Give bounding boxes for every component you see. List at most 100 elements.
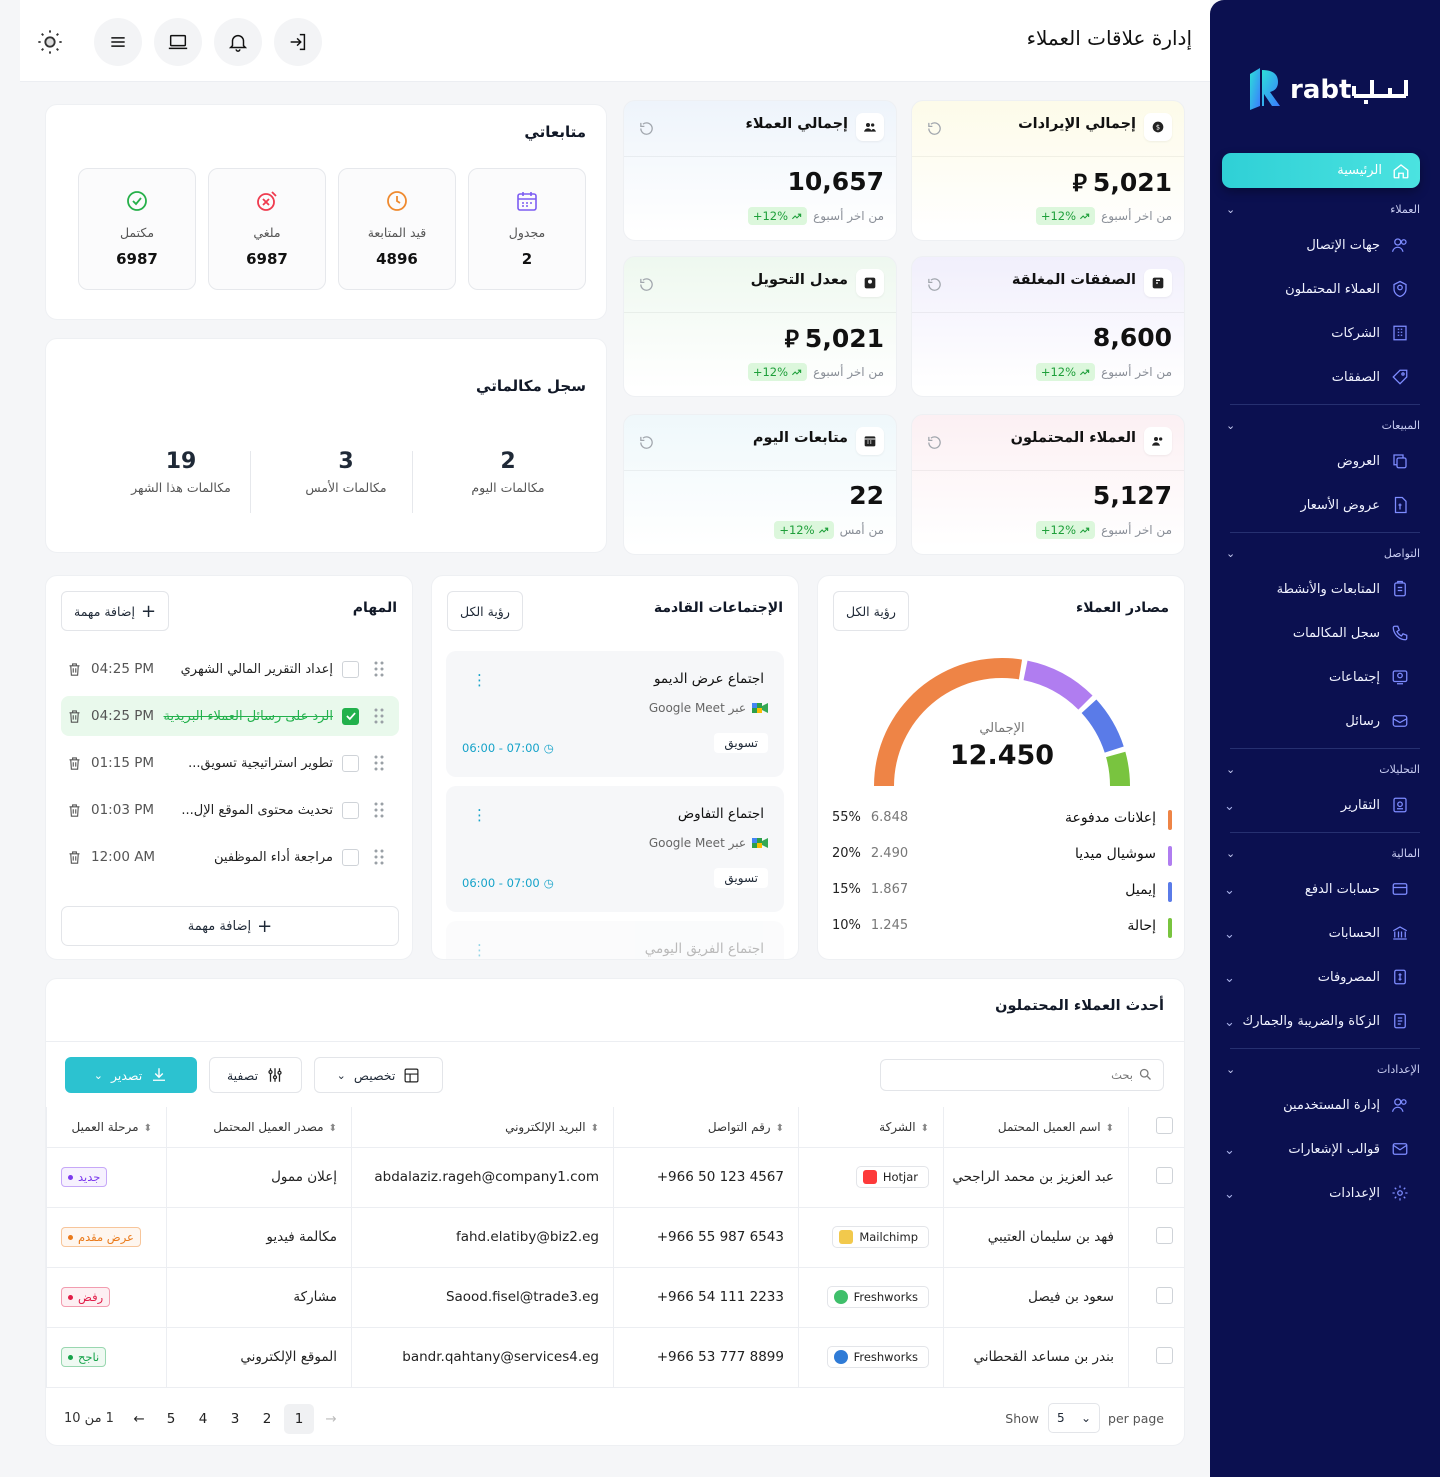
sidebar-section-analytics[interactable]: التحليلات ⌄ (1226, 762, 1420, 776)
drag-handle-icon[interactable] (373, 660, 385, 678)
task-item[interactable]: تحديث محتوى الموقع الإل... 01:03 PM (61, 790, 399, 830)
export-button[interactable]: تصدير ⌄ (65, 1057, 197, 1093)
more-vertical-icon[interactable]: ⋮ (472, 806, 487, 824)
row-checkbox[interactable] (1155, 1346, 1173, 1364)
task-item[interactable]: إعداد التقرير المالي الشهري 04:25 PM (61, 649, 399, 689)
screen-button[interactable] (154, 18, 202, 66)
table-row[interactable]: عبد العزيز بن محمد الراجحي Hotjar +966 50 … (46, 1147, 1184, 1208)
drag-handle-icon[interactable] (373, 754, 385, 772)
column-header[interactable]: ⬍الشركة (798, 1107, 944, 1148)
page-button-3[interactable]: 3 (230, 1411, 240, 1427)
page-button-5[interactable]: 5 (166, 1411, 176, 1427)
column-header[interactable]: ⬍مصدر العميل المحتمل (166, 1107, 352, 1148)
lead-email[interactable]: abdalaziz.rageh@company1.com (351, 1147, 614, 1208)
followup-stat-in-progress[interactable]: قيد المتابعة 4896 (338, 168, 456, 290)
sidebar-item-call-log[interactable]: سجل المكالمات (1230, 618, 1410, 648)
refresh-icon[interactable] (638, 276, 655, 293)
refresh-icon[interactable] (926, 276, 943, 293)
trash-icon[interactable] (67, 803, 82, 818)
sidebar-item-companies[interactable]: الشركات (1230, 318, 1410, 348)
table-row[interactable]: فهد بن سليمان العتيبي Mailchimp +966 55 98… (46, 1207, 1184, 1268)
sidebar-item-messages[interactable]: رسائل (1230, 706, 1410, 736)
meeting-item[interactable]: اجتماع الفريق اليومي ⋮ (446, 921, 784, 959)
sidebar-item-contacts[interactable]: جهات الإتصال (1230, 230, 1410, 260)
sidebar-item-deals[interactable]: الصفقات (1230, 362, 1410, 392)
table-row[interactable]: سعود بن فيصل Freshworks +966 54 111 2233 Sa… (46, 1267, 1184, 1328)
lead-email[interactable]: fahd.elatiby@biz2.eg (351, 1207, 614, 1268)
page-button-2[interactable]: 2 (262, 1411, 272, 1427)
page-button-1[interactable]: 1 (284, 1404, 314, 1434)
sidebar-section-sales[interactable]: المبيعات ⌄ (1226, 418, 1420, 432)
sidebar-item-notification-templates[interactable]: قوالب الإشعارات ⌄ (1220, 1134, 1410, 1164)
column-header[interactable]: ⬍البريد الإلكتروني (351, 1107, 614, 1148)
sidebar-item-expenses[interactable]: المصروفات ⌄ (1220, 962, 1410, 992)
notifications-button[interactable] (214, 18, 262, 66)
sidebar-item-settings[interactable]: الإعدادات ⌄ (1220, 1178, 1410, 1208)
column-header[interactable]: ⬍اسم العميل المحتمل (943, 1107, 1129, 1148)
customize-button[interactable]: تخصيص ⌄ (314, 1057, 443, 1093)
sidebar-item-payment-accounts[interactable]: حسابات الدفع ⌄ (1220, 874, 1410, 904)
theme-toggle[interactable] (36, 28, 64, 56)
more-vertical-icon[interactable]: ⋮ (472, 671, 487, 689)
task-item[interactable]: مراجعة أداء الموظفين 12:00 AM (61, 837, 399, 877)
task-checkbox[interactable] (342, 801, 359, 819)
select-all-checkbox[interactable] (1155, 1116, 1173, 1134)
lead-email[interactable]: bandr.qahtany@services4.eg (351, 1327, 614, 1388)
sidebar-section-settings[interactable]: الإعدادات ⌄ (1226, 1062, 1420, 1076)
sidebar-item-accounts[interactable]: الحسابات ⌄ (1220, 918, 1410, 948)
column-header[interactable]: ⬍رقم التواصل (613, 1107, 799, 1148)
refresh-icon[interactable] (926, 120, 943, 137)
task-checkbox[interactable] (342, 660, 359, 678)
menu-button[interactable] (94, 18, 142, 66)
sidebar-item-quotes[interactable]: عروض الأسعار (1230, 490, 1410, 520)
followup-stat-scheduled[interactable]: مجدول 2 (468, 168, 586, 290)
sidebar-section-communication[interactable]: التواصل ⌄ (1226, 546, 1420, 560)
more-vertical-icon[interactable]: ⋮ (472, 941, 487, 959)
table-row[interactable]: بندر بن مساعد القحطاني Freshworks +966 53 … (46, 1327, 1184, 1388)
task-item[interactable]: تطوير استراتيجية تسويق... 01:15 PM (61, 743, 399, 783)
meeting-item[interactable]: اجتماع عرض الديمو عبر Google Meet تسويق … (446, 651, 784, 777)
logout-button[interactable] (274, 18, 322, 66)
lead-email[interactable]: Saood.fisel@trade3.eg (351, 1267, 614, 1328)
sidebar-item-leads[interactable]: العملاء المحتملون (1230, 274, 1410, 304)
sources-view-all-button[interactable]: رؤية الكل (833, 591, 909, 631)
prev-page-arrow-icon[interactable]: ← (133, 1411, 145, 1427)
trash-icon[interactable] (67, 850, 82, 865)
add-task-button-top[interactable]: + إضافة مهمة (61, 591, 170, 631)
page-button-4[interactable]: 4 (198, 1411, 208, 1427)
refresh-icon[interactable] (926, 434, 943, 451)
per-page-select[interactable]: 5 ⌄ (1048, 1403, 1100, 1433)
trash-icon[interactable] (67, 662, 82, 677)
filter-button[interactable]: تصفية (209, 1057, 302, 1093)
drag-handle-icon[interactable] (373, 707, 385, 725)
sidebar-section-finance[interactable]: المالية ⌄ (1226, 846, 1420, 860)
row-checkbox[interactable] (1155, 1226, 1173, 1244)
task-item[interactable]: الرد على رسائل العملاء البريدية 04:25 PM (61, 696, 399, 736)
sidebar-item-meetings[interactable]: إجتماعات (1230, 662, 1410, 692)
sidebar-item-user-management[interactable]: إدارة المستخدمين (1230, 1090, 1410, 1120)
column-header[interactable]: ⬍مرحلة العميل (46, 1107, 167, 1148)
refresh-icon[interactable] (638, 434, 655, 451)
followup-stat-cancelled[interactable]: ملغي 6987 (208, 168, 326, 290)
row-checkbox[interactable] (1155, 1286, 1173, 1304)
trash-icon[interactable] (67, 756, 82, 771)
sidebar-item-offers[interactable]: العروض (1230, 446, 1410, 476)
meetings-view-all-button[interactable]: رؤية الكل (447, 591, 523, 631)
task-checkbox[interactable] (342, 754, 359, 772)
trash-icon[interactable] (67, 709, 82, 724)
task-checkbox[interactable] (342, 848, 359, 866)
sidebar-item-home[interactable]: الرئيسية (1222, 153, 1420, 188)
sidebar-item-followups[interactable]: المتابعات والأنشطة (1230, 574, 1410, 604)
add-task-button-bottom[interactable]: + إضافة مهمة (61, 906, 399, 946)
drag-handle-icon[interactable] (373, 801, 385, 819)
search-input[interactable] (903, 1064, 1133, 1086)
row-checkbox[interactable] (1155, 1166, 1173, 1184)
refresh-icon[interactable] (638, 120, 655, 137)
followup-stat-completed[interactable]: مكتمل 6987 (78, 168, 196, 290)
meeting-item[interactable]: اجتماع التفاوض عبر Google Meet تسويق 06:… (446, 786, 784, 912)
sidebar-section-customers[interactable]: العملاء ⌄ (1226, 202, 1420, 216)
search-field[interactable] (880, 1059, 1164, 1091)
drag-handle-icon[interactable] (373, 848, 385, 866)
task-checkbox[interactable] (342, 707, 359, 725)
next-page-arrow-icon[interactable]: → (325, 1411, 337, 1427)
